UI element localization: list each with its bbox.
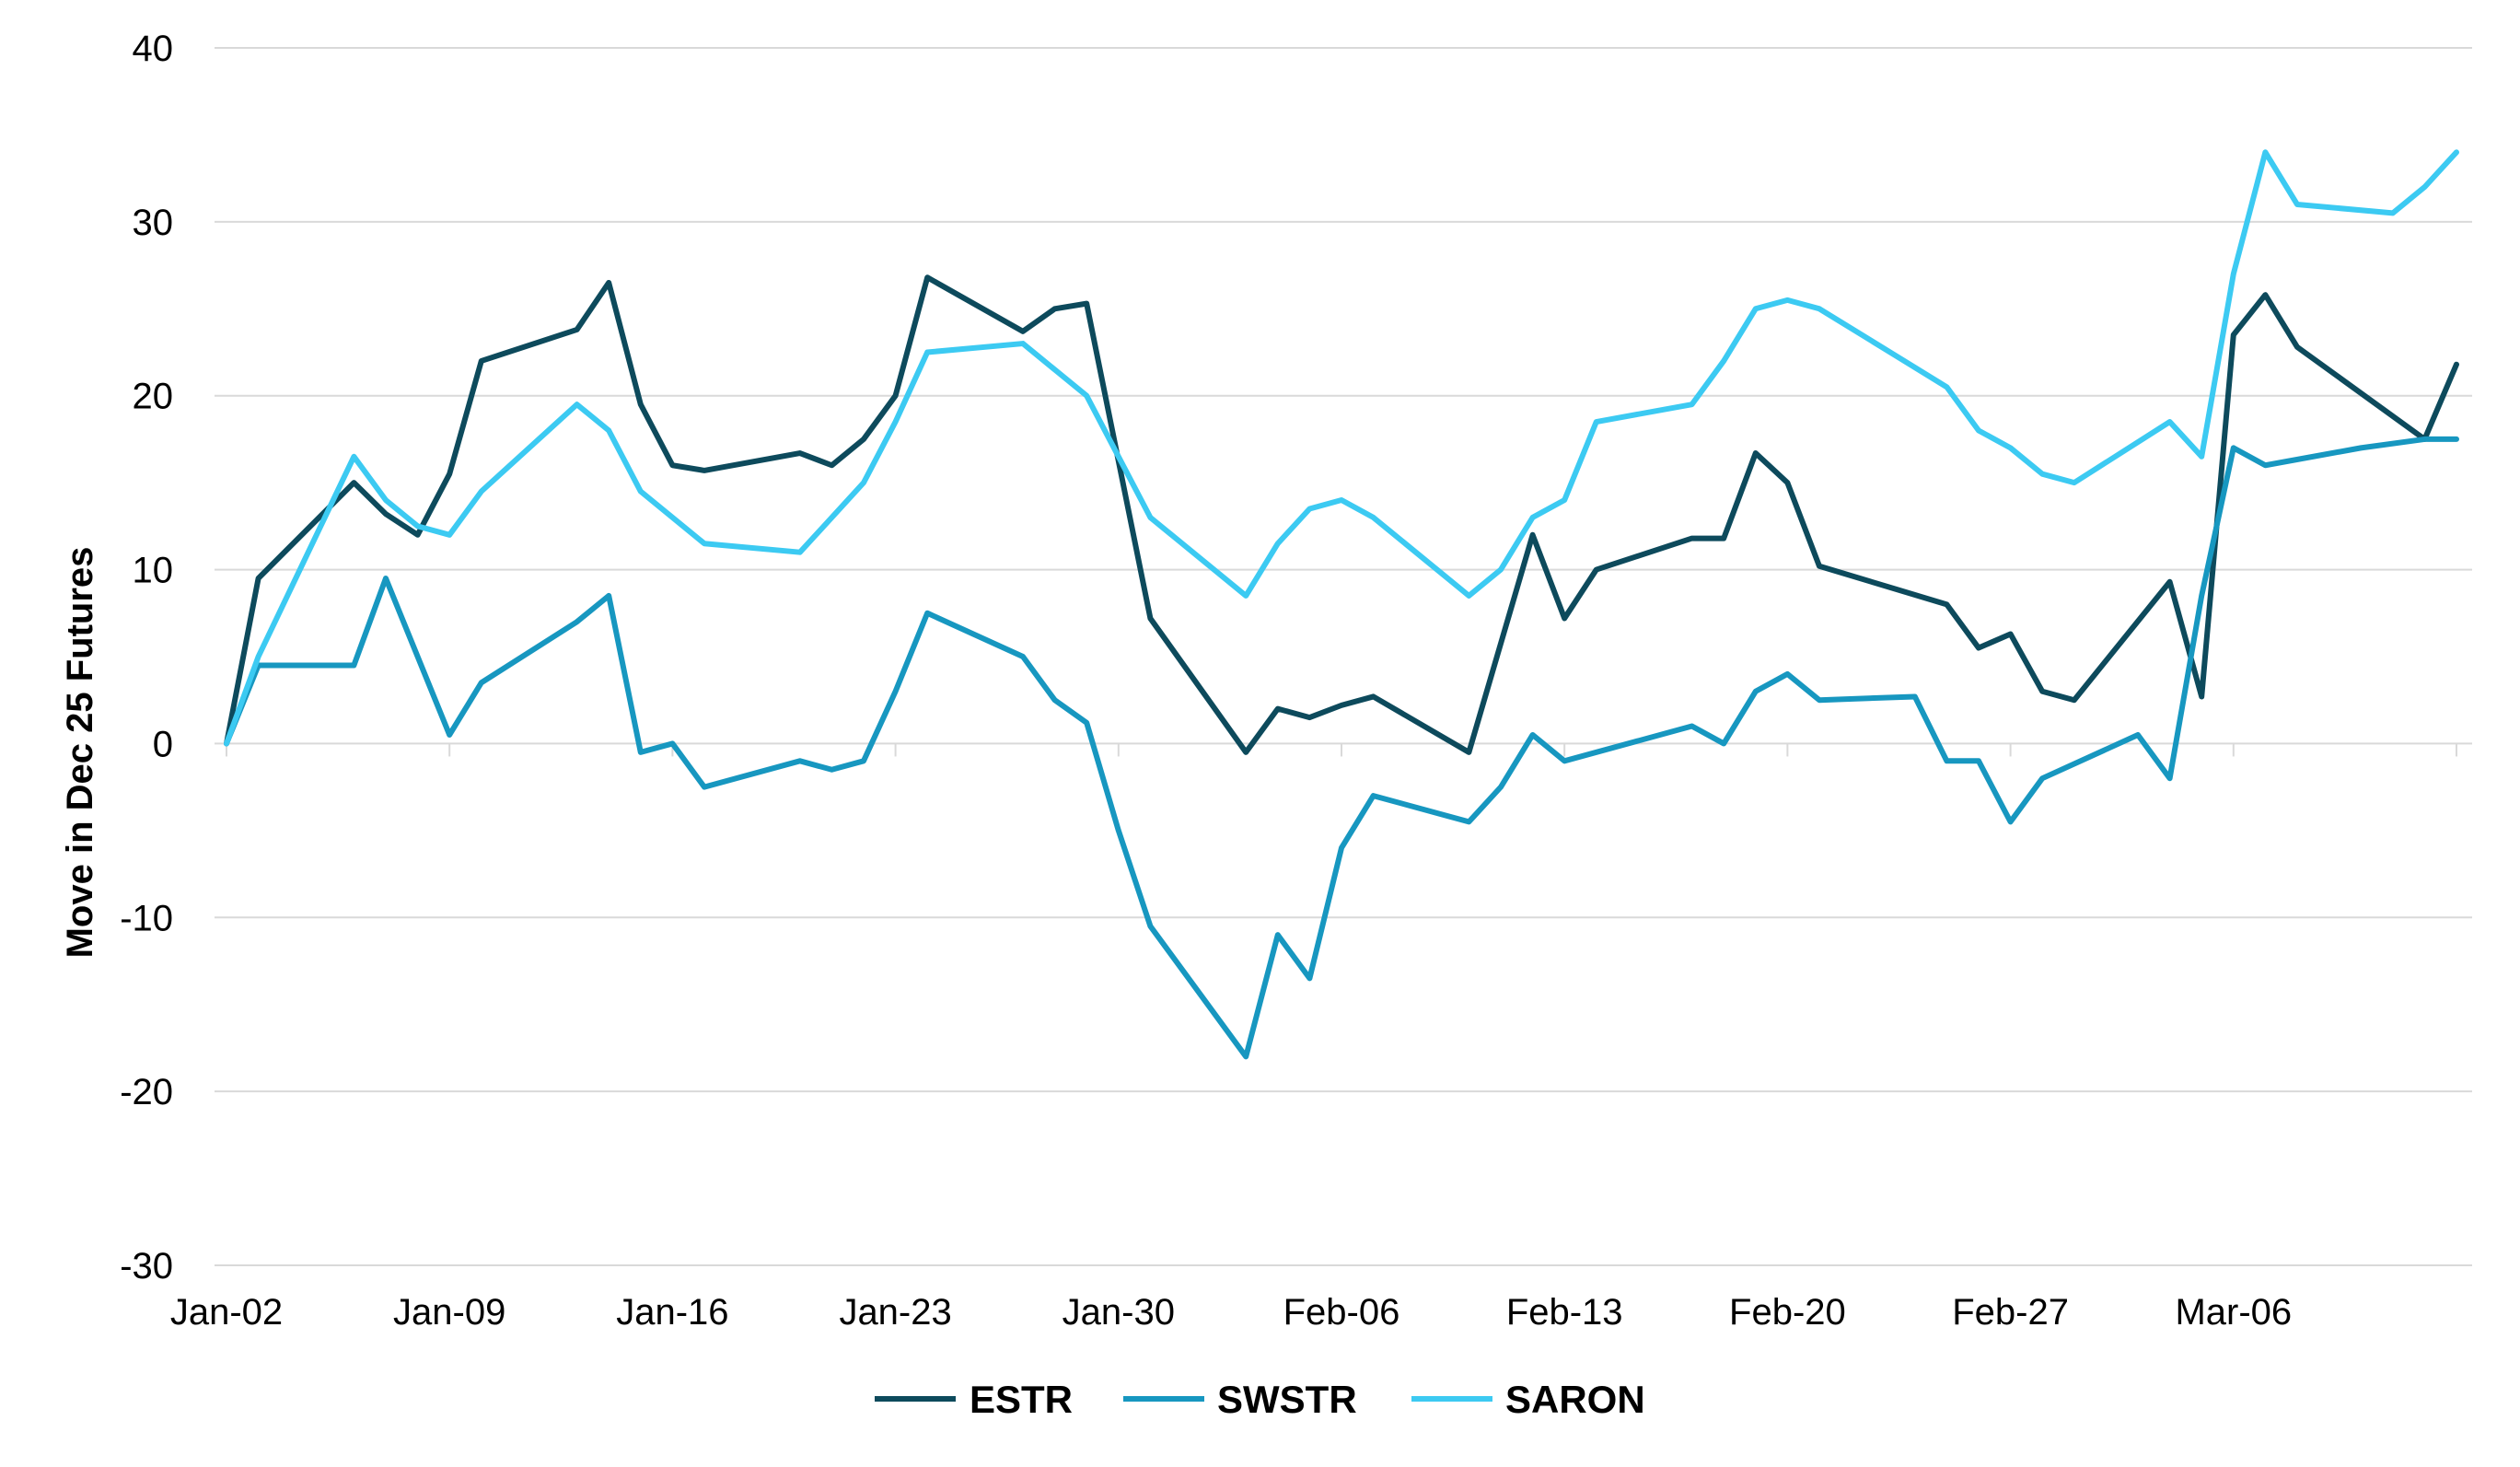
y-tick-label: -10 — [120, 898, 173, 938]
x-tick-label: Feb-13 — [1506, 1292, 1623, 1333]
y-tick-label: 0 — [153, 724, 173, 764]
x-tick-label: Jan-30 — [1063, 1292, 1175, 1333]
x-tick-label: Jan-09 — [393, 1292, 505, 1333]
y-axis-title: Move in Dec 25 Futures — [60, 547, 100, 959]
y-tick-labels: 40 30 20 10 0 -10 -20 -30 — [120, 29, 173, 1287]
legend-item-swstr: SWSTR — [1123, 1378, 1357, 1421]
y-tick-label: -20 — [120, 1072, 173, 1112]
y-tick-label: 40 — [133, 29, 174, 69]
y-tick-label: -30 — [120, 1246, 173, 1287]
legend-item-saron: SARON — [1411, 1378, 1645, 1421]
gridlines — [215, 47, 2472, 1266]
x-tick-label: Mar-06 — [2175, 1292, 2292, 1333]
x-tick-label: Feb-27 — [1952, 1292, 2069, 1333]
series-line-saron — [224, 149, 2459, 747]
series-lines — [224, 149, 2459, 1060]
x-tick-label: Feb-20 — [1729, 1292, 1846, 1333]
y-tick-label: 20 — [133, 377, 174, 417]
legend: ESTR SWSTR SARON — [875, 1378, 1645, 1421]
x-tick-labels: Jan-02 Jan-09 Jan-16 Jan-23 Jan-30 Feb-06 Feb-… — [170, 1292, 2292, 1333]
axes — [215, 742, 2472, 757]
series-line-swstr — [224, 436, 2459, 1060]
legend-label: SARON — [1505, 1378, 1645, 1421]
x-tick-label: Jan-16 — [616, 1292, 728, 1333]
legend-item-estr: ESTR — [875, 1378, 1073, 1421]
legend-label: SWSTR — [1217, 1378, 1357, 1421]
legend-label: ESTR — [970, 1378, 1073, 1421]
y-tick-label: 10 — [133, 551, 174, 591]
series-line-estr — [224, 274, 2459, 755]
x-tick-label: Jan-23 — [839, 1292, 951, 1333]
x-tick-label: Jan-02 — [170, 1292, 283, 1333]
x-tick-label: Feb-06 — [1283, 1292, 1400, 1333]
y-tick-label: 30 — [133, 203, 174, 243]
